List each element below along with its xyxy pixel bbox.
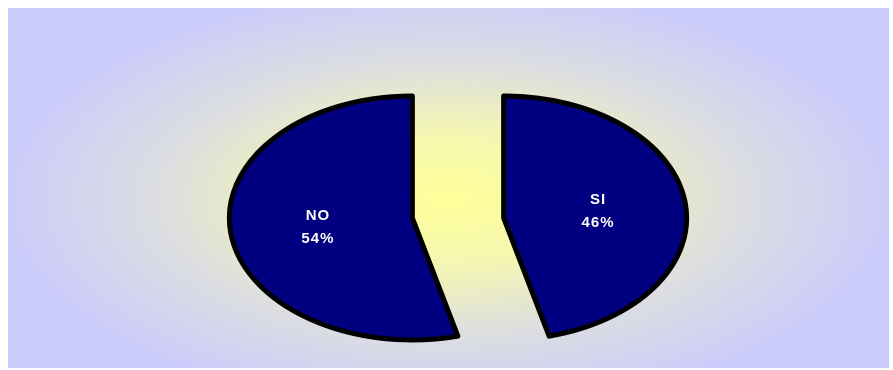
slice-percent-si: 46% (582, 214, 615, 231)
slice-percent-no: 54% (301, 230, 334, 247)
pie-slice-no (226, 93, 461, 343)
pie-slice-si (501, 93, 690, 339)
slice-label-no: NO (306, 207, 331, 224)
chart-plot-area: SI 46% NO 54% (8, 8, 889, 368)
pie-chart: SI 46% NO 54% (226, 93, 690, 343)
slice-label-si: SI (590, 191, 606, 208)
